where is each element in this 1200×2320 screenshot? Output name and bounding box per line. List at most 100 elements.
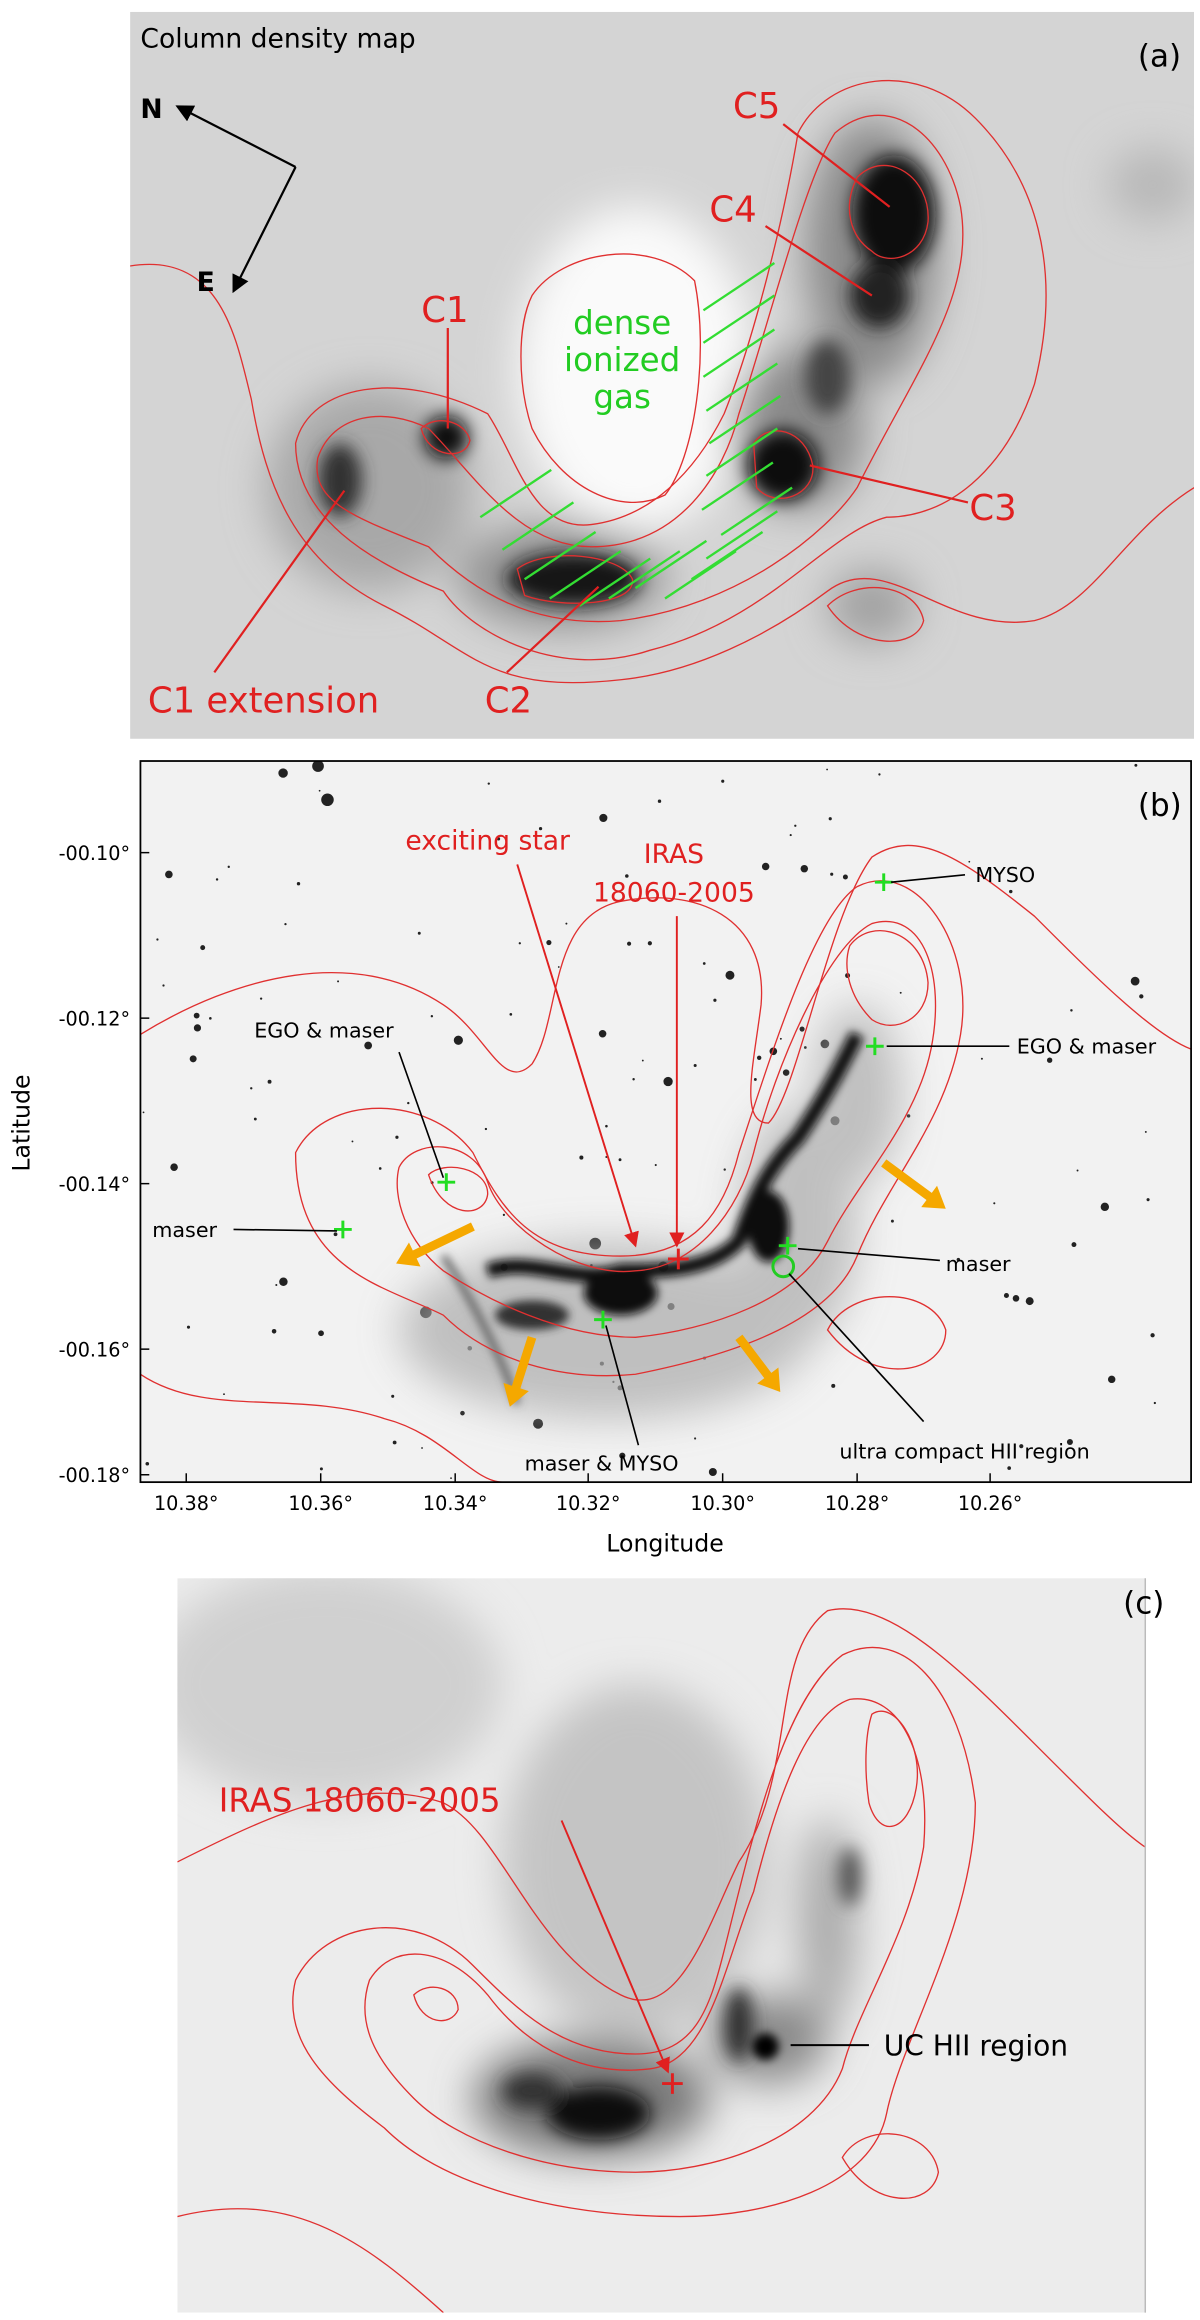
hatch-line (549, 550, 622, 600)
star (1134, 763, 1138, 767)
clump-label: C3 (969, 488, 1016, 529)
shape (809, 464, 969, 504)
contour (140, 1373, 503, 1483)
star (782, 1069, 790, 1076)
hatch-line (720, 486, 793, 536)
arrow (560, 1820, 670, 2074)
panel-a-image (130, 11, 1195, 739)
shape: MYSO EGO & maser EGO & maser maser maser… (152, 863, 1156, 1475)
shape (788, 1273, 925, 1423)
shape (502, 1847, 862, 2140)
star (296, 882, 301, 886)
star (1025, 1297, 1034, 1306)
star (956, 1257, 961, 1262)
star (1012, 1295, 1020, 1302)
star (598, 1029, 607, 1038)
x-tick-label: 10.38° (154, 1492, 219, 1515)
star (165, 870, 173, 879)
contour (865, 1710, 918, 1828)
star (654, 1164, 657, 1167)
x-tick-label: 10.36° (288, 1492, 353, 1515)
star (430, 1015, 434, 1018)
hatch-line (702, 262, 776, 312)
star (278, 768, 288, 778)
star (799, 1026, 805, 1032)
annotation: gas (593, 378, 650, 416)
green-cross (437, 1173, 456, 1192)
star (1150, 1333, 1155, 1338)
star (1009, 889, 1013, 894)
star (318, 1330, 324, 1337)
compass-label: E (197, 267, 215, 298)
axes: -00.10° -00.12° -00.14° -00.16° -00.18° 10.38… (59, 842, 1023, 1515)
shape (1108, 147, 1195, 222)
star (279, 1277, 288, 1286)
shape (177, 1578, 858, 2158)
contour (520, 253, 702, 504)
clump-labels: C5 C4 C1 C3 C2 C1 extension (148, 86, 1017, 721)
star (725, 970, 735, 980)
star (253, 1117, 257, 1121)
star (794, 824, 797, 827)
star (1100, 1202, 1110, 1212)
star (1019, 1444, 1024, 1449)
label: EGO & maser (1017, 1035, 1157, 1059)
star (533, 1418, 544, 1429)
shape: exciting star IRAS 18060-2005 (405, 826, 754, 909)
shape (891, 873, 966, 883)
hatch-line (705, 427, 778, 477)
shape (849, 263, 909, 329)
shape (837, 1847, 862, 1907)
label: IRAS 18060-2005 (219, 1782, 501, 1820)
shape (771, 1254, 796, 1279)
star (227, 865, 230, 869)
leader-lines (233, 873, 1010, 1446)
shape (797, 1247, 940, 1262)
x-tick-label: 10.26° (958, 1492, 1023, 1515)
star (250, 1087, 253, 1090)
shape (396, 1159, 946, 1407)
shape (747, 430, 819, 501)
star (632, 1078, 635, 1081)
star (1107, 1375, 1116, 1384)
star (1146, 1198, 1150, 1202)
hatch-line (479, 468, 552, 519)
star (484, 1127, 488, 1131)
star (1153, 1401, 1156, 1405)
arrow (516, 864, 639, 1248)
star (275, 1283, 278, 1287)
panel-tag: (c) (1123, 1586, 1164, 1622)
star (980, 1057, 983, 1060)
green-cross (874, 873, 893, 892)
y-tick-label: -00.16° (59, 1339, 131, 1362)
star (713, 998, 717, 1002)
star (605, 1124, 608, 1128)
x-tick-label: 10.32° (556, 1492, 621, 1515)
y-tick-label: -00.10° (59, 842, 131, 865)
shape (812, 1004, 902, 1183)
star (271, 1329, 277, 1334)
star (663, 1076, 673, 1087)
contour (848, 164, 929, 259)
star (1070, 1009, 1073, 1012)
label: maser (946, 1252, 1011, 1276)
star (756, 1055, 762, 1061)
shape (827, 568, 917, 643)
star (694, 1437, 697, 1440)
star (450, 1477, 452, 1480)
shape (398, 1051, 445, 1179)
star (453, 1035, 463, 1045)
shape (517, 206, 754, 532)
star (789, 834, 792, 837)
star (318, 789, 321, 792)
shape (546, 2086, 651, 2140)
contour (177, 2208, 444, 2313)
markers (334, 873, 946, 1407)
shape (805, 339, 850, 414)
outflow-arrow (735, 1334, 781, 1392)
panel-title: Column density map (140, 23, 415, 54)
green-cross (865, 1037, 884, 1056)
shape (399, 1241, 813, 1419)
star (641, 1059, 644, 1062)
hatch-line (664, 550, 737, 600)
